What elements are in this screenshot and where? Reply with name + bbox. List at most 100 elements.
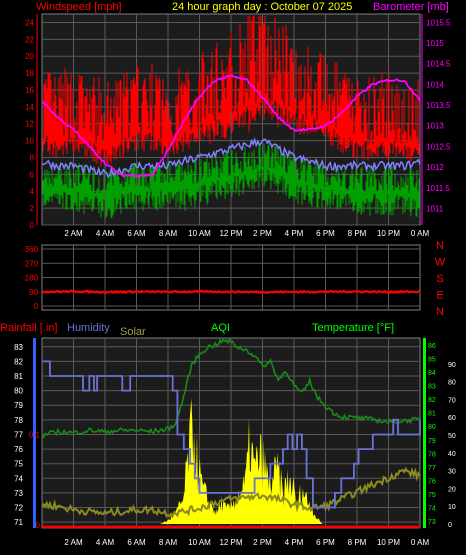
x-tick-label: 10 AM [188,538,211,547]
barometer-tick-label: 1013.5 [426,101,451,110]
barometer-tick-label: 1012 [426,163,444,172]
humidity-legend: Humidity [67,322,110,334]
percent-tick-label: 90 [448,362,456,369]
temperature-tick-label: 83 [428,384,436,391]
direction-tick-label: 90 [29,288,38,297]
x-tick-label: 12 PM [219,229,242,238]
humidity-tick-label: 83 [14,343,23,352]
humidity-tick-label: 78 [14,416,23,425]
windspeed-tick-label: 0 [30,221,35,230]
time-ticks-bottom: 2 AM 4 AM 6 AM 8 AM 10 AM 12 PM 2 PM 4 PM 6 PM 8 … [64,538,429,547]
temperature-series [41,338,421,439]
percent-tick-label: 20 [448,486,456,493]
x-tick-label: 10 PM [377,538,400,547]
x-tick-label: 2 PM [253,229,272,238]
windspeed-tick-label: 8 [30,153,35,162]
temperature-tick-label: 85 [428,356,436,363]
compass-label: N [436,240,444,252]
humidity-tick-label: 80 [14,387,23,396]
x-tick-label: 4 PM [285,229,304,238]
windspeed-tick-label: 10 [25,137,34,146]
humidity-tick-label: 73 [14,489,23,498]
barometer-tick-label: 1014.5 [426,60,451,69]
temperature-ticks: 73 74 75 76 77 78 79 80 81 82 83 84 85 86 [428,343,436,526]
temperature-tick-label: 74 [428,506,436,513]
percent-tick-label: 10 [448,504,456,511]
temperature-tick-label: 73 [428,519,436,526]
wind-direction-series [41,289,420,295]
windspeed-tick-label: 24 [25,18,34,27]
compass-label: N [436,306,444,318]
x-tick-label: 4 PM [285,538,304,547]
barometer-tick-label: 1013 [426,122,444,131]
direction-tick-label: 360 [25,245,39,254]
x-tick-label: 8 PM [348,538,367,547]
windspeed-tick-label: 16 [25,86,34,95]
humidity-tick-label: 77 [14,430,23,439]
x-tick-label: 6 PM [316,538,335,547]
compass-label: W [435,257,446,269]
x-tick-label: 6 PM [316,229,335,238]
windspeed-tick-label: 12 [25,120,34,129]
windspeed-tick-label: 20 [25,52,34,61]
humidity-series [42,360,421,509]
temperature-tick-label: 75 [428,492,436,499]
percent-tick-label: 70 [448,397,456,404]
direction-tick-label: 270 [25,259,39,268]
x-tick-label: 12 PM [219,538,242,547]
direction-tick-label: 0 [34,302,39,311]
compass-label: S [436,273,443,285]
humidity-tick-label: 71 [14,518,23,527]
x-tick-label: 6 AM [127,229,146,238]
percent-tick-label: 80 [448,380,456,387]
windspeed-tick-label: 22 [25,35,34,44]
temperature-tick-label: 76 [428,479,436,486]
x-tick-label: 8 PM [348,229,367,238]
wind-gust-series [42,15,420,167]
solar-legend: Solar [120,326,146,338]
wind-average-series [42,142,420,219]
percent-tick-label: 60 [448,415,456,422]
temperature-tick-label: 84 [428,370,436,377]
time-ticks-top: 2 AM 4 AM 6 AM 8 AM 10 AM 12 PM 2 PM 4 PM 6 PM 8 … [64,229,429,238]
x-tick-label: 2 PM [253,538,272,547]
rain-axis-bar [33,338,36,528]
windspeed-tick-label: 4 [30,187,35,196]
direction-tick-label: 180 [25,274,39,283]
x-tick-label: 2 AM [64,229,83,238]
temperature-legend: Temperature [°F] [312,322,394,334]
windspeed-tick-label: 6 [30,170,35,179]
wind-line-series [42,137,421,179]
solar-average-series [41,466,421,518]
x-tick-label: 0 AM [411,229,430,238]
barometer-ticks: 1011 1011.5 1012 1012.5 1013 1013.5 1014 1014.5… [421,14,451,225]
temperature-tick-label: 80 [428,424,436,431]
barometer-tick-label: 1011.5 [426,184,450,193]
barometer-tick-label: 1014 [426,80,444,89]
humidity-tick-label: 81 [14,372,23,381]
x-tick-label: 8 AM [159,229,178,238]
temperature-tick-label: 79 [428,438,436,445]
percent-tick-label: 40 [448,451,456,458]
percent-tick-label: 30 [448,469,456,476]
x-tick-label: 4 AM [96,538,115,547]
temperature-tick-label: 86 [428,343,436,350]
humidity-tick-label: 82 [14,357,23,366]
barometer-tick-label: 1015 [426,39,444,48]
barometer-axis-label: Barometer [mb] [373,1,449,13]
compass-label: E [436,290,443,302]
humidity-tick-label: 72 [14,504,23,513]
windspeed-axis-label: Windspeed [mph] [36,1,122,13]
percent-ticks: 0 10 20 30 40 50 60 70 80 90 [448,362,456,529]
rainfall-tick-label: 0 [36,521,41,530]
temperature-tick-label: 77 [428,465,436,472]
rainfall-axis-label: Rainfall [.in] [0,322,57,334]
barometer-tick-label: 1011 [426,204,444,213]
x-tick-label: 6 AM [127,538,146,547]
x-tick-label: 4 AM [96,229,115,238]
